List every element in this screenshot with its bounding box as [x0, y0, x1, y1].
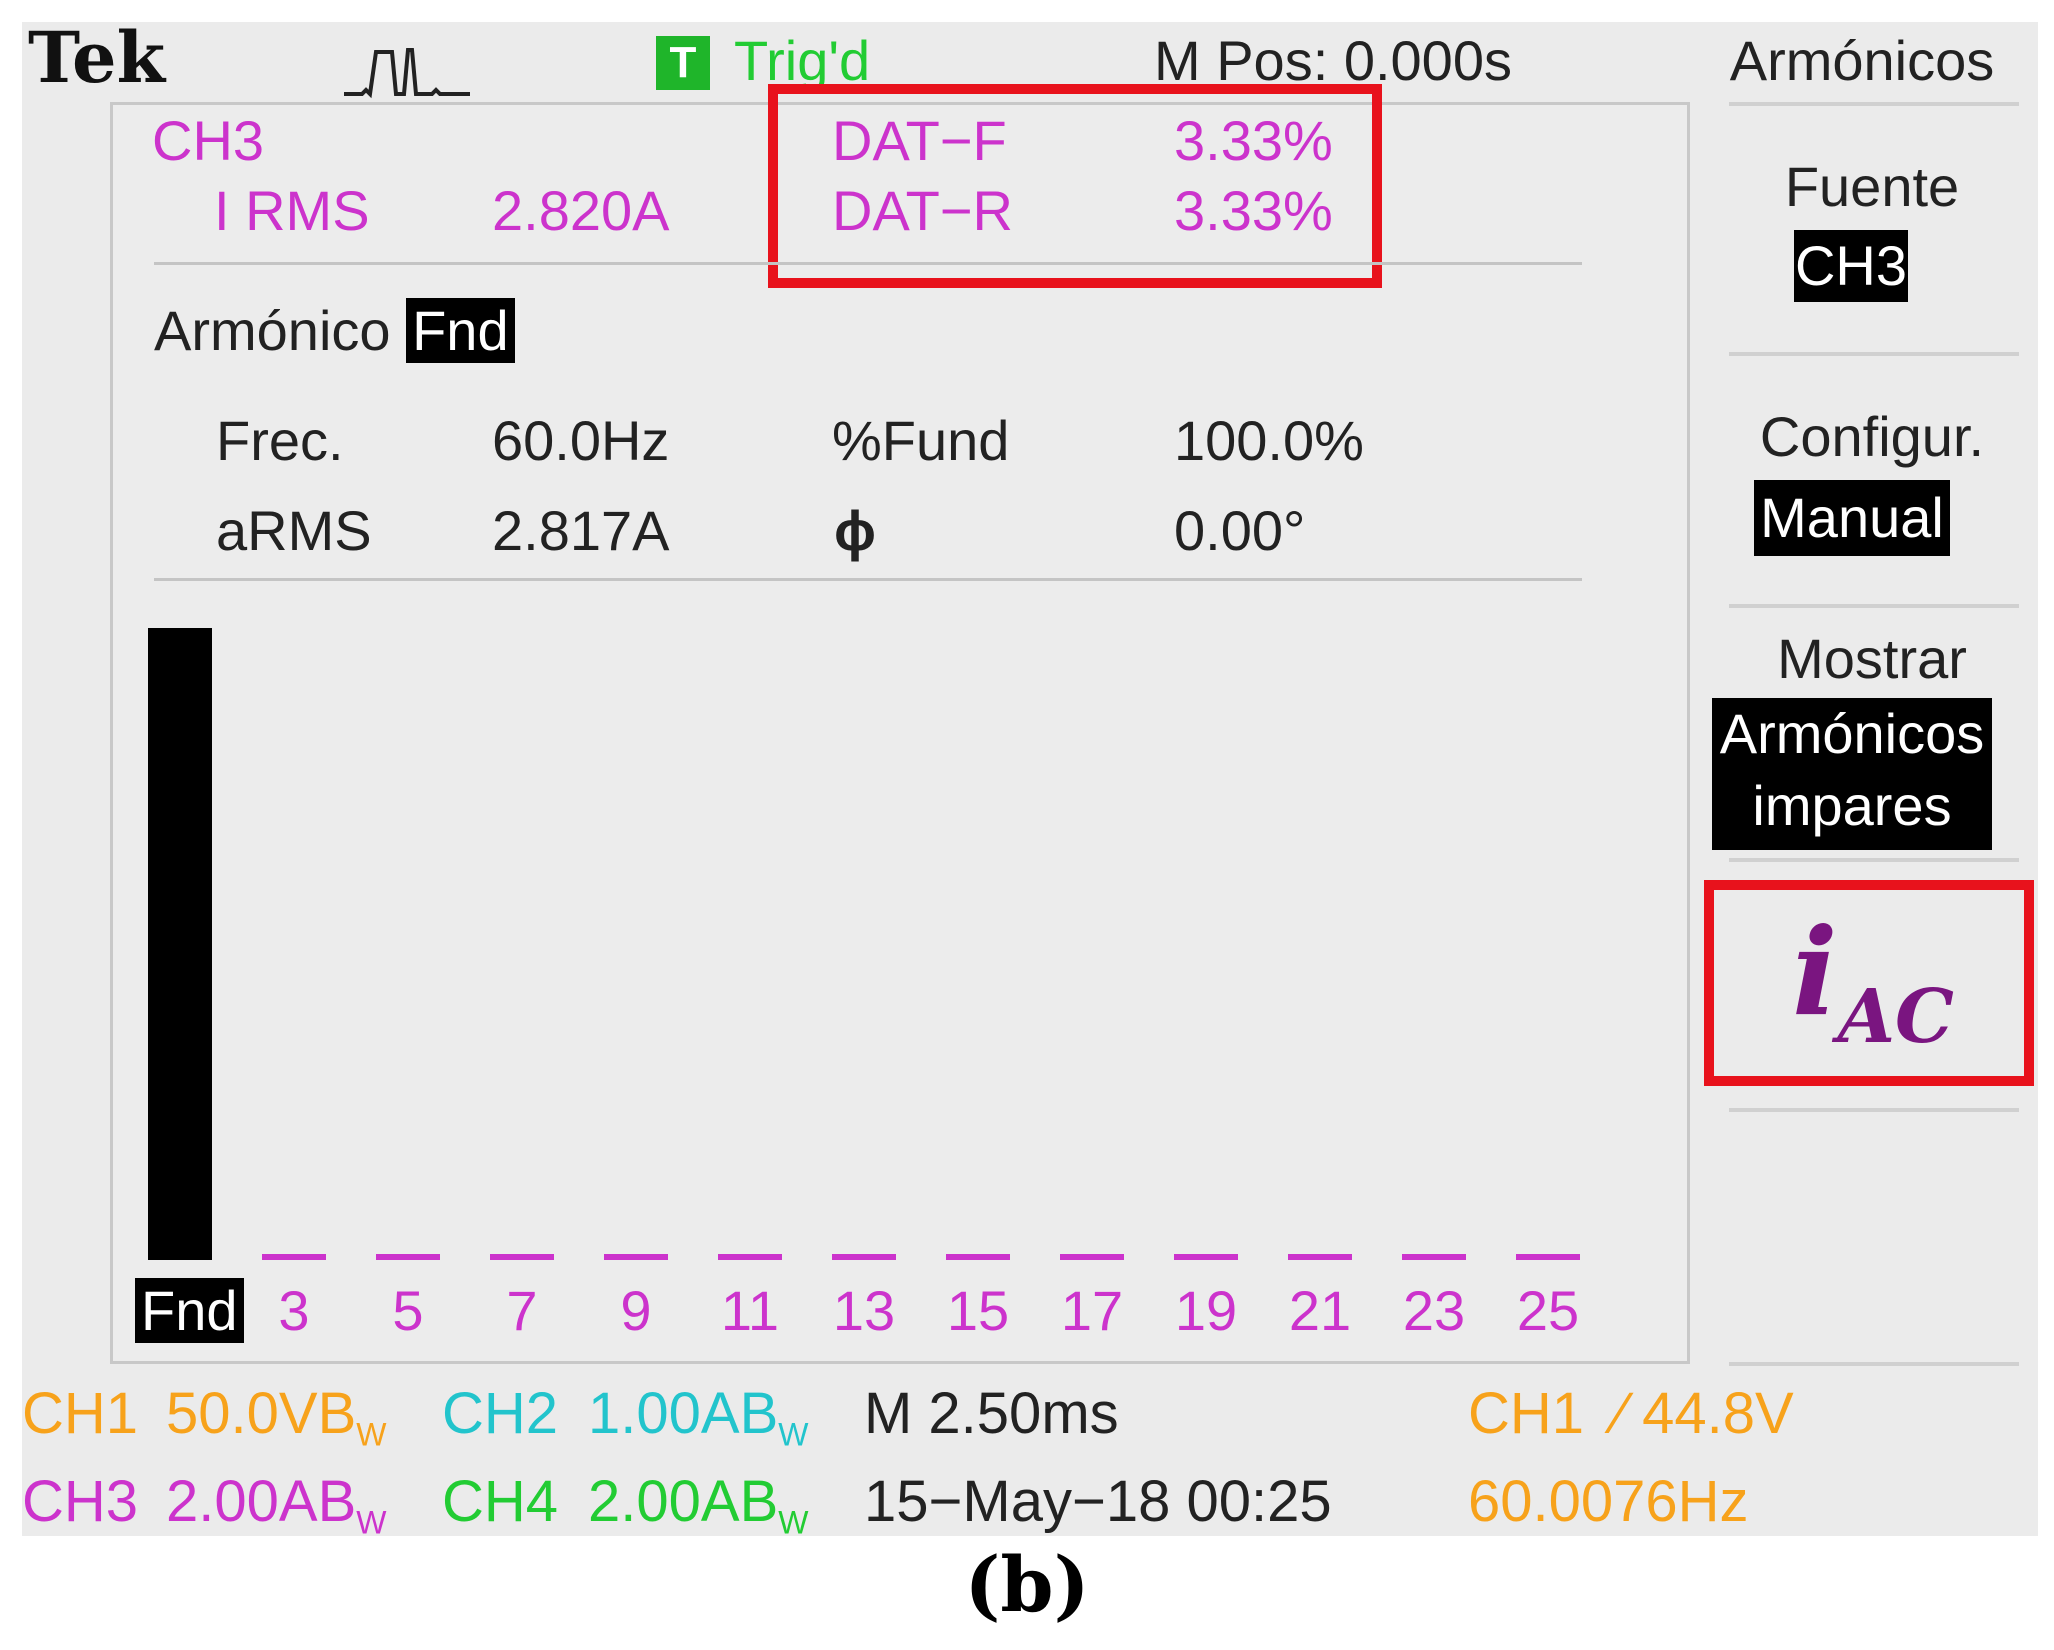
ch2-label: CH2 — [442, 1381, 559, 1446]
tick-label-11: 11 — [720, 1279, 780, 1342]
tick-label-5: 5 — [392, 1279, 424, 1342]
fund-value: 100.0% — [1174, 409, 1364, 472]
tick-label-fundamental: Fnd — [135, 1278, 244, 1343]
thd-f-value: 3.33% — [1174, 109, 1333, 172]
ch1-label: CH1 — [22, 1381, 139, 1446]
menu-divider — [1729, 352, 2019, 356]
arms-value: 2.817A — [492, 499, 670, 562]
menu-divider — [1729, 1362, 2019, 1366]
figure-caption: (b) — [964, 1540, 1090, 1629]
arms-label: aRMS — [216, 499, 372, 562]
timebase-readout: M 2.50ms — [864, 1381, 1119, 1446]
harmonic-bar-15 — [946, 1254, 1010, 1260]
ch1-scale: 50.0VBW — [166, 1381, 387, 1453]
ch2-scale: 1.00ABW — [588, 1381, 809, 1453]
harmonic-bar-9 — [604, 1254, 668, 1260]
show-value-button[interactable]: Armónicos impares — [1712, 698, 1992, 850]
tick-label-3: 3 — [278, 1279, 310, 1342]
oscilloscope-screen: Tek T Trig'd M Pos: 0.000s Armónicos CH3… — [22, 16, 2038, 1541]
tick-label-15: 15 — [946, 1279, 1010, 1342]
thd-r-value: 3.33% — [1174, 179, 1333, 242]
ch4-label: CH4 — [442, 1469, 559, 1534]
tick-label-23: 23 — [1402, 1279, 1466, 1342]
panel-divider — [154, 578, 1582, 581]
i-rms-label: I RMS — [214, 179, 370, 242]
menu-divider — [1729, 604, 2019, 608]
harmonic-selector[interactable]: Armónico Fnd — [154, 298, 515, 363]
tick-label-21: 21 — [1288, 1279, 1352, 1342]
annotation-label: iAC — [1792, 902, 1954, 1060]
harmonic-bar-5 — [376, 1254, 440, 1260]
harmonic-bar-25 — [1516, 1254, 1580, 1260]
panel-divider — [154, 262, 1582, 265]
config-label: Configur. — [1759, 405, 1985, 468]
menu-divider — [1729, 102, 2019, 106]
fundamental-bar — [148, 628, 212, 1260]
fund-label: %Fund — [832, 409, 1010, 472]
harmonic-label: Armónico — [154, 299, 391, 362]
tick-label-9: 9 — [620, 1279, 652, 1342]
harmonic-bar-11 — [718, 1254, 782, 1260]
trigger-status-icon: T — [656, 36, 710, 90]
tick-label-19: 19 — [1174, 1279, 1238, 1342]
harmonic-bar-23 — [1402, 1254, 1466, 1260]
ch3-scale: 2.00ABW — [166, 1469, 387, 1541]
phase-value: 0.00° — [1174, 499, 1306, 562]
date-time: 15−May−18 00:25 — [864, 1469, 1332, 1534]
trigger-source: CH1 ⁄ 44.8V — [1468, 1381, 1794, 1446]
harmonic-selected-value: Fnd — [406, 298, 515, 363]
trigger-frequency: 60.0076Hz — [1468, 1469, 1749, 1534]
annotation-frame — [1704, 880, 2034, 1086]
menu-divider — [1729, 858, 2019, 862]
i-rms-value: 2.820A — [492, 179, 670, 242]
tick-label-25: 25 — [1516, 1279, 1580, 1342]
phase-label: ϕ — [834, 499, 876, 562]
tick-label-17: 17 — [1060, 1279, 1124, 1342]
thd-highlight-frame — [768, 84, 1382, 288]
annotation-sub: AC — [1837, 974, 1954, 1060]
show-value-line2: impares — [1752, 774, 1952, 837]
brand-logo: Tek — [28, 16, 166, 99]
harmonics-panel — [110, 102, 1690, 1364]
config-value-button[interactable]: Manual — [1754, 480, 1950, 556]
harmonic-bar-17 — [1060, 1254, 1124, 1260]
harmonic-bar-19 — [1174, 1254, 1238, 1260]
harmonic-bar-3 — [262, 1254, 326, 1260]
harmonic-bar-21 — [1288, 1254, 1352, 1260]
menu-title: Armónicos — [1729, 29, 1995, 92]
source-label: Fuente — [1784, 155, 1960, 218]
channel-label: CH3 — [152, 109, 265, 172]
annotation-main: i — [1792, 902, 1838, 1043]
thd-f-label: DAT−F — [832, 109, 1007, 172]
ch4-scale: 2.00ABW — [588, 1469, 809, 1541]
m-pos-readout: M Pos: 0.000s — [1154, 29, 1512, 92]
show-value-line1: Armónicos — [1719, 702, 1985, 765]
harmonic-bar-7 — [490, 1254, 554, 1260]
tick-label-7: 7 — [506, 1279, 538, 1342]
show-label: Mostrar — [1777, 627, 1967, 690]
trigger-status: Trig'd — [734, 29, 871, 92]
freq-value: 60.0Hz — [492, 409, 670, 472]
tick-label-13: 13 — [832, 1279, 896, 1342]
menu-divider — [1729, 1108, 2019, 1112]
source-value-button[interactable]: CH3 — [1794, 230, 1908, 302]
trigger-slope-icon: ⁄ — [1616, 1381, 1626, 1446]
ch3-label: CH3 — [22, 1469, 139, 1534]
harmonic-bar-13 — [832, 1254, 896, 1260]
acquisition-waveform-icon — [344, 48, 470, 99]
thd-r-label: DAT−R — [832, 179, 1013, 242]
freq-label: Frec. — [216, 409, 344, 472]
